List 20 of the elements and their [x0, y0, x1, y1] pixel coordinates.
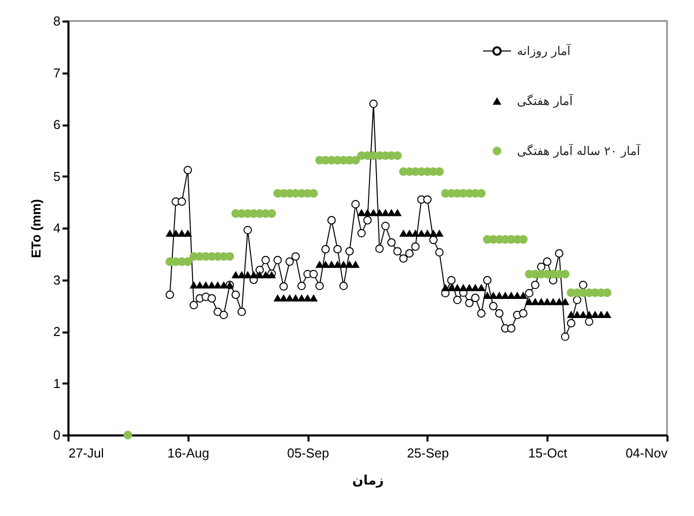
x-tick-label: 27-Jul	[68, 446, 104, 460]
y-tick-label: 6	[53, 117, 60, 132]
y-tick-label: 0	[53, 428, 60, 442]
x-axis-title: زمان	[352, 474, 384, 488]
y-tick-label: 8	[53, 14, 60, 28]
y-tick-label: 3	[53, 272, 60, 288]
y-tick-label: 5	[53, 168, 60, 184]
legend-label: آمار روزانه	[517, 43, 572, 58]
legend-label: آمار ۲۰ ساله آمار هفتگی	[517, 143, 641, 158]
x-tick-label: 05-Sep	[287, 446, 330, 460]
y-tick-label: 2	[53, 324, 60, 339]
y-tick-label: 4	[53, 220, 60, 236]
x-tick-label: 04-Nov	[626, 446, 668, 460]
x-tick-label: 25-Sep	[406, 446, 449, 460]
y-tick-label: 1	[53, 376, 60, 391]
y-tick-label: 7	[53, 65, 60, 80]
x-tick-label: 15-Oct	[528, 446, 568, 460]
legend-label: آمار هفتگی	[517, 93, 574, 108]
y-axis-title: ETo (mm)	[28, 199, 44, 258]
x-tick-label: 16-Aug	[167, 446, 210, 460]
